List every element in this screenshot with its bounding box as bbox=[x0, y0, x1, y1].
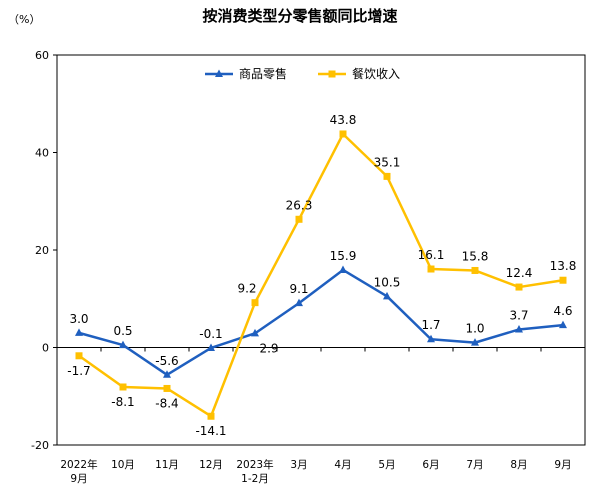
x-tick-label-line: 8月 bbox=[510, 459, 527, 471]
data-point-marker bbox=[383, 172, 391, 180]
data-point-marker bbox=[559, 320, 567, 329]
x-tick-label-line: 4月 bbox=[334, 459, 351, 471]
data-label: 0.5 bbox=[113, 324, 132, 338]
data-point-marker bbox=[251, 328, 259, 337]
x-tick-label-line: 3月 bbox=[290, 459, 307, 471]
data-label: 13.8 bbox=[550, 259, 577, 273]
data-label: 4.6 bbox=[553, 304, 572, 318]
data-label: 26.3 bbox=[286, 198, 313, 212]
data-point-marker bbox=[207, 412, 215, 420]
x-tick-label: 11月 bbox=[155, 459, 179, 471]
data-label: 1.0 bbox=[465, 322, 484, 336]
data-labels: 3.0 0.5 -5.6 -0.1 2.9 9.1 15.9 10.5 1.7 1.0 3.7 4.6… bbox=[67, 113, 576, 438]
data-label: 3.0 bbox=[69, 312, 88, 326]
y-tick-label: 0 bbox=[42, 342, 49, 355]
data-label: 15.8 bbox=[462, 249, 489, 263]
data-label: 9.1 bbox=[289, 282, 308, 296]
data-point-marker bbox=[251, 299, 259, 307]
x-tick-label-line: 5月 bbox=[378, 459, 395, 471]
legend-label: 餐饮收入 bbox=[352, 66, 400, 81]
series-line-catering bbox=[78, 132, 564, 418]
data-point-marker bbox=[427, 265, 435, 273]
y-tick-label: -20 bbox=[31, 439, 49, 452]
x-tick-label: 12月 bbox=[199, 459, 223, 471]
y-axis-unit-label: （%） bbox=[8, 13, 40, 26]
data-label: 1.7 bbox=[421, 318, 440, 332]
x-tick-label: 2022年 9月 bbox=[60, 458, 97, 485]
x-tick-label-line: 1-2月 bbox=[241, 473, 269, 485]
series-markers bbox=[75, 130, 567, 420]
legend: 商品零售 餐饮收入 bbox=[205, 66, 400, 81]
x-tick-label: 6月 bbox=[422, 459, 439, 471]
x-tick-label: 3月 bbox=[290, 459, 307, 471]
data-label: -14.1 bbox=[195, 424, 226, 438]
data-point-marker bbox=[471, 338, 479, 346]
x-tick-label-line: 9月 bbox=[70, 473, 87, 485]
x-tick-label: 10月 bbox=[111, 459, 135, 471]
x-tick-label-line: 9月 bbox=[554, 459, 571, 471]
data-label: -5.6 bbox=[155, 354, 178, 368]
data-label: 2.9 bbox=[259, 341, 278, 355]
x-tick-label-line: 11月 bbox=[155, 459, 179, 471]
x-tick-label-line: 6月 bbox=[422, 459, 439, 471]
y-tick-label: 20 bbox=[35, 244, 49, 257]
x-tick-label: 8月 bbox=[510, 459, 527, 471]
data-point-marker bbox=[427, 334, 435, 343]
data-point-marker bbox=[163, 384, 171, 392]
legend-marker bbox=[328, 70, 336, 78]
data-label: -8.4 bbox=[155, 396, 178, 410]
data-point-marker bbox=[75, 328, 83, 336]
x-tick-label: 5月 bbox=[378, 459, 395, 471]
data-point-marker bbox=[119, 340, 127, 349]
x-tick-label-line: 2022年 bbox=[60, 458, 97, 471]
axes: -20 0 20 40 60 2022年 9月 10月 11月 12月 2023年 1-2月 3月 4月 5… bbox=[31, 49, 586, 485]
x-tick-label: 2023年 1-2月 bbox=[236, 458, 273, 485]
x-tick-label: 7月 bbox=[466, 459, 483, 471]
data-point-marker bbox=[163, 370, 171, 378]
legend-label: 商品零售 bbox=[239, 66, 287, 81]
data-point-marker bbox=[559, 276, 567, 284]
data-label: 35.1 bbox=[374, 155, 401, 169]
data-label: 3.7 bbox=[509, 308, 528, 322]
data-point-marker bbox=[207, 343, 215, 351]
data-point-marker bbox=[383, 291, 391, 300]
data-point-marker bbox=[515, 283, 523, 291]
data-label: -8.1 bbox=[111, 395, 134, 409]
data-point-marker bbox=[339, 130, 347, 138]
data-label: -1.7 bbox=[67, 364, 90, 378]
series-lines bbox=[78, 132, 564, 418]
x-tick-label: 9月 bbox=[554, 459, 571, 471]
data-point-marker bbox=[515, 324, 523, 333]
data-point-marker bbox=[295, 298, 303, 307]
legend-marker bbox=[215, 69, 223, 77]
data-label: 12.4 bbox=[506, 266, 533, 280]
x-tick-label-line: 12月 bbox=[199, 459, 223, 471]
x-tick-label: 4月 bbox=[334, 459, 351, 471]
data-label: 43.8 bbox=[330, 113, 357, 127]
x-tick-label-line: 7月 bbox=[466, 459, 483, 471]
data-point-marker bbox=[119, 383, 127, 391]
data-label: 16.1 bbox=[418, 248, 445, 262]
y-tick-label: 40 bbox=[35, 147, 49, 160]
x-tick-label-line: 2023年 bbox=[236, 458, 273, 471]
data-label: 15.9 bbox=[330, 249, 357, 263]
x-tick-label-line: 10月 bbox=[111, 459, 135, 471]
data-point-marker bbox=[339, 265, 347, 273]
y-tick-label: 60 bbox=[35, 49, 49, 62]
data-point-marker bbox=[471, 266, 479, 274]
data-point-marker bbox=[295, 215, 303, 223]
data-label: -0.1 bbox=[199, 327, 222, 341]
series-line-goods bbox=[78, 268, 564, 377]
data-label: 10.5 bbox=[374, 275, 401, 289]
chart-title: 按消费类型分零售额同比增速 bbox=[202, 7, 397, 25]
data-label: 9.2 bbox=[237, 282, 256, 296]
data-point-marker bbox=[75, 352, 83, 360]
